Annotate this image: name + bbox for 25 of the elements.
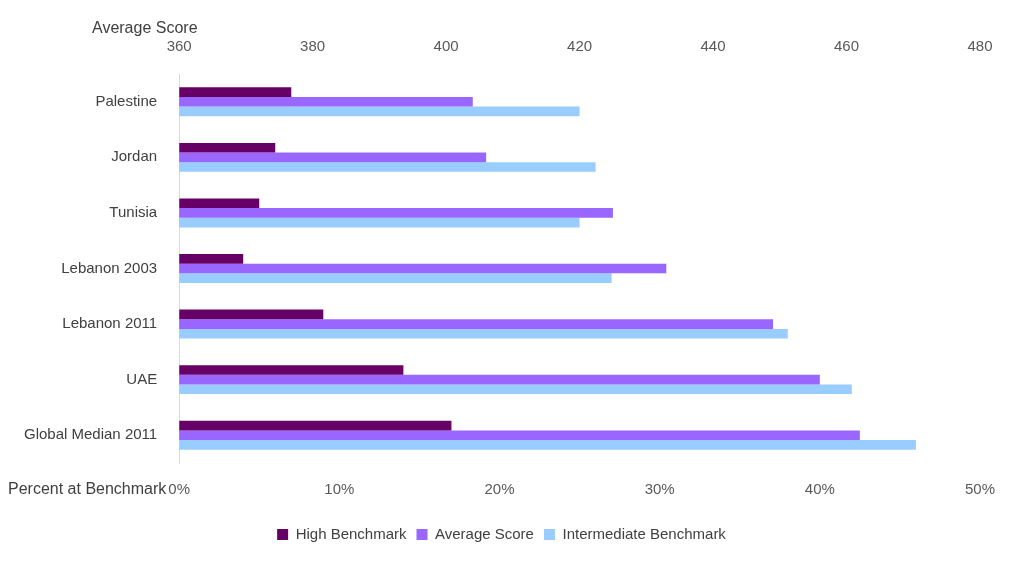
legend-label: High Benchmark <box>295 524 408 542</box>
x-tick-label: 40% <box>804 480 835 498</box>
x-tick-label: 0% <box>168 480 190 498</box>
x2-tick-label: 480 <box>967 37 993 55</box>
x2-tick-label: 440 <box>700 37 726 55</box>
y-tick-label: Lebanon 2003 <box>61 258 158 276</box>
legend-label: Intermediate Benchmark <box>562 524 727 542</box>
x-tick-label: 20% <box>484 480 515 498</box>
x2-axis-title: Average Score <box>92 19 198 37</box>
y-tick-label: Palestine <box>95 91 158 109</box>
x2-tick-label: 420 <box>567 37 593 55</box>
y-tick-label: Lebanon 2011 <box>62 314 158 332</box>
x-tick-label: 30% <box>644 480 675 498</box>
x-tick-label: 10% <box>324 480 355 498</box>
x-tick-label: 50% <box>964 480 995 498</box>
legend-label: Average Score <box>435 524 534 542</box>
y-tick-label: UAE <box>126 369 158 387</box>
x-axis-title: Percent at Benchmark <box>8 480 168 498</box>
y-tick-label: Global Median 2011 <box>23 425 158 443</box>
x2-tick-label: 380 <box>300 37 326 55</box>
x2-tick-label: 400 <box>433 37 459 55</box>
y-tick-label: Tunisia <box>109 203 158 221</box>
x2-tick-label: 460 <box>834 37 860 55</box>
y-tick-label: Jordan <box>111 147 158 165</box>
x2-tick-label: 360 <box>166 37 192 55</box>
